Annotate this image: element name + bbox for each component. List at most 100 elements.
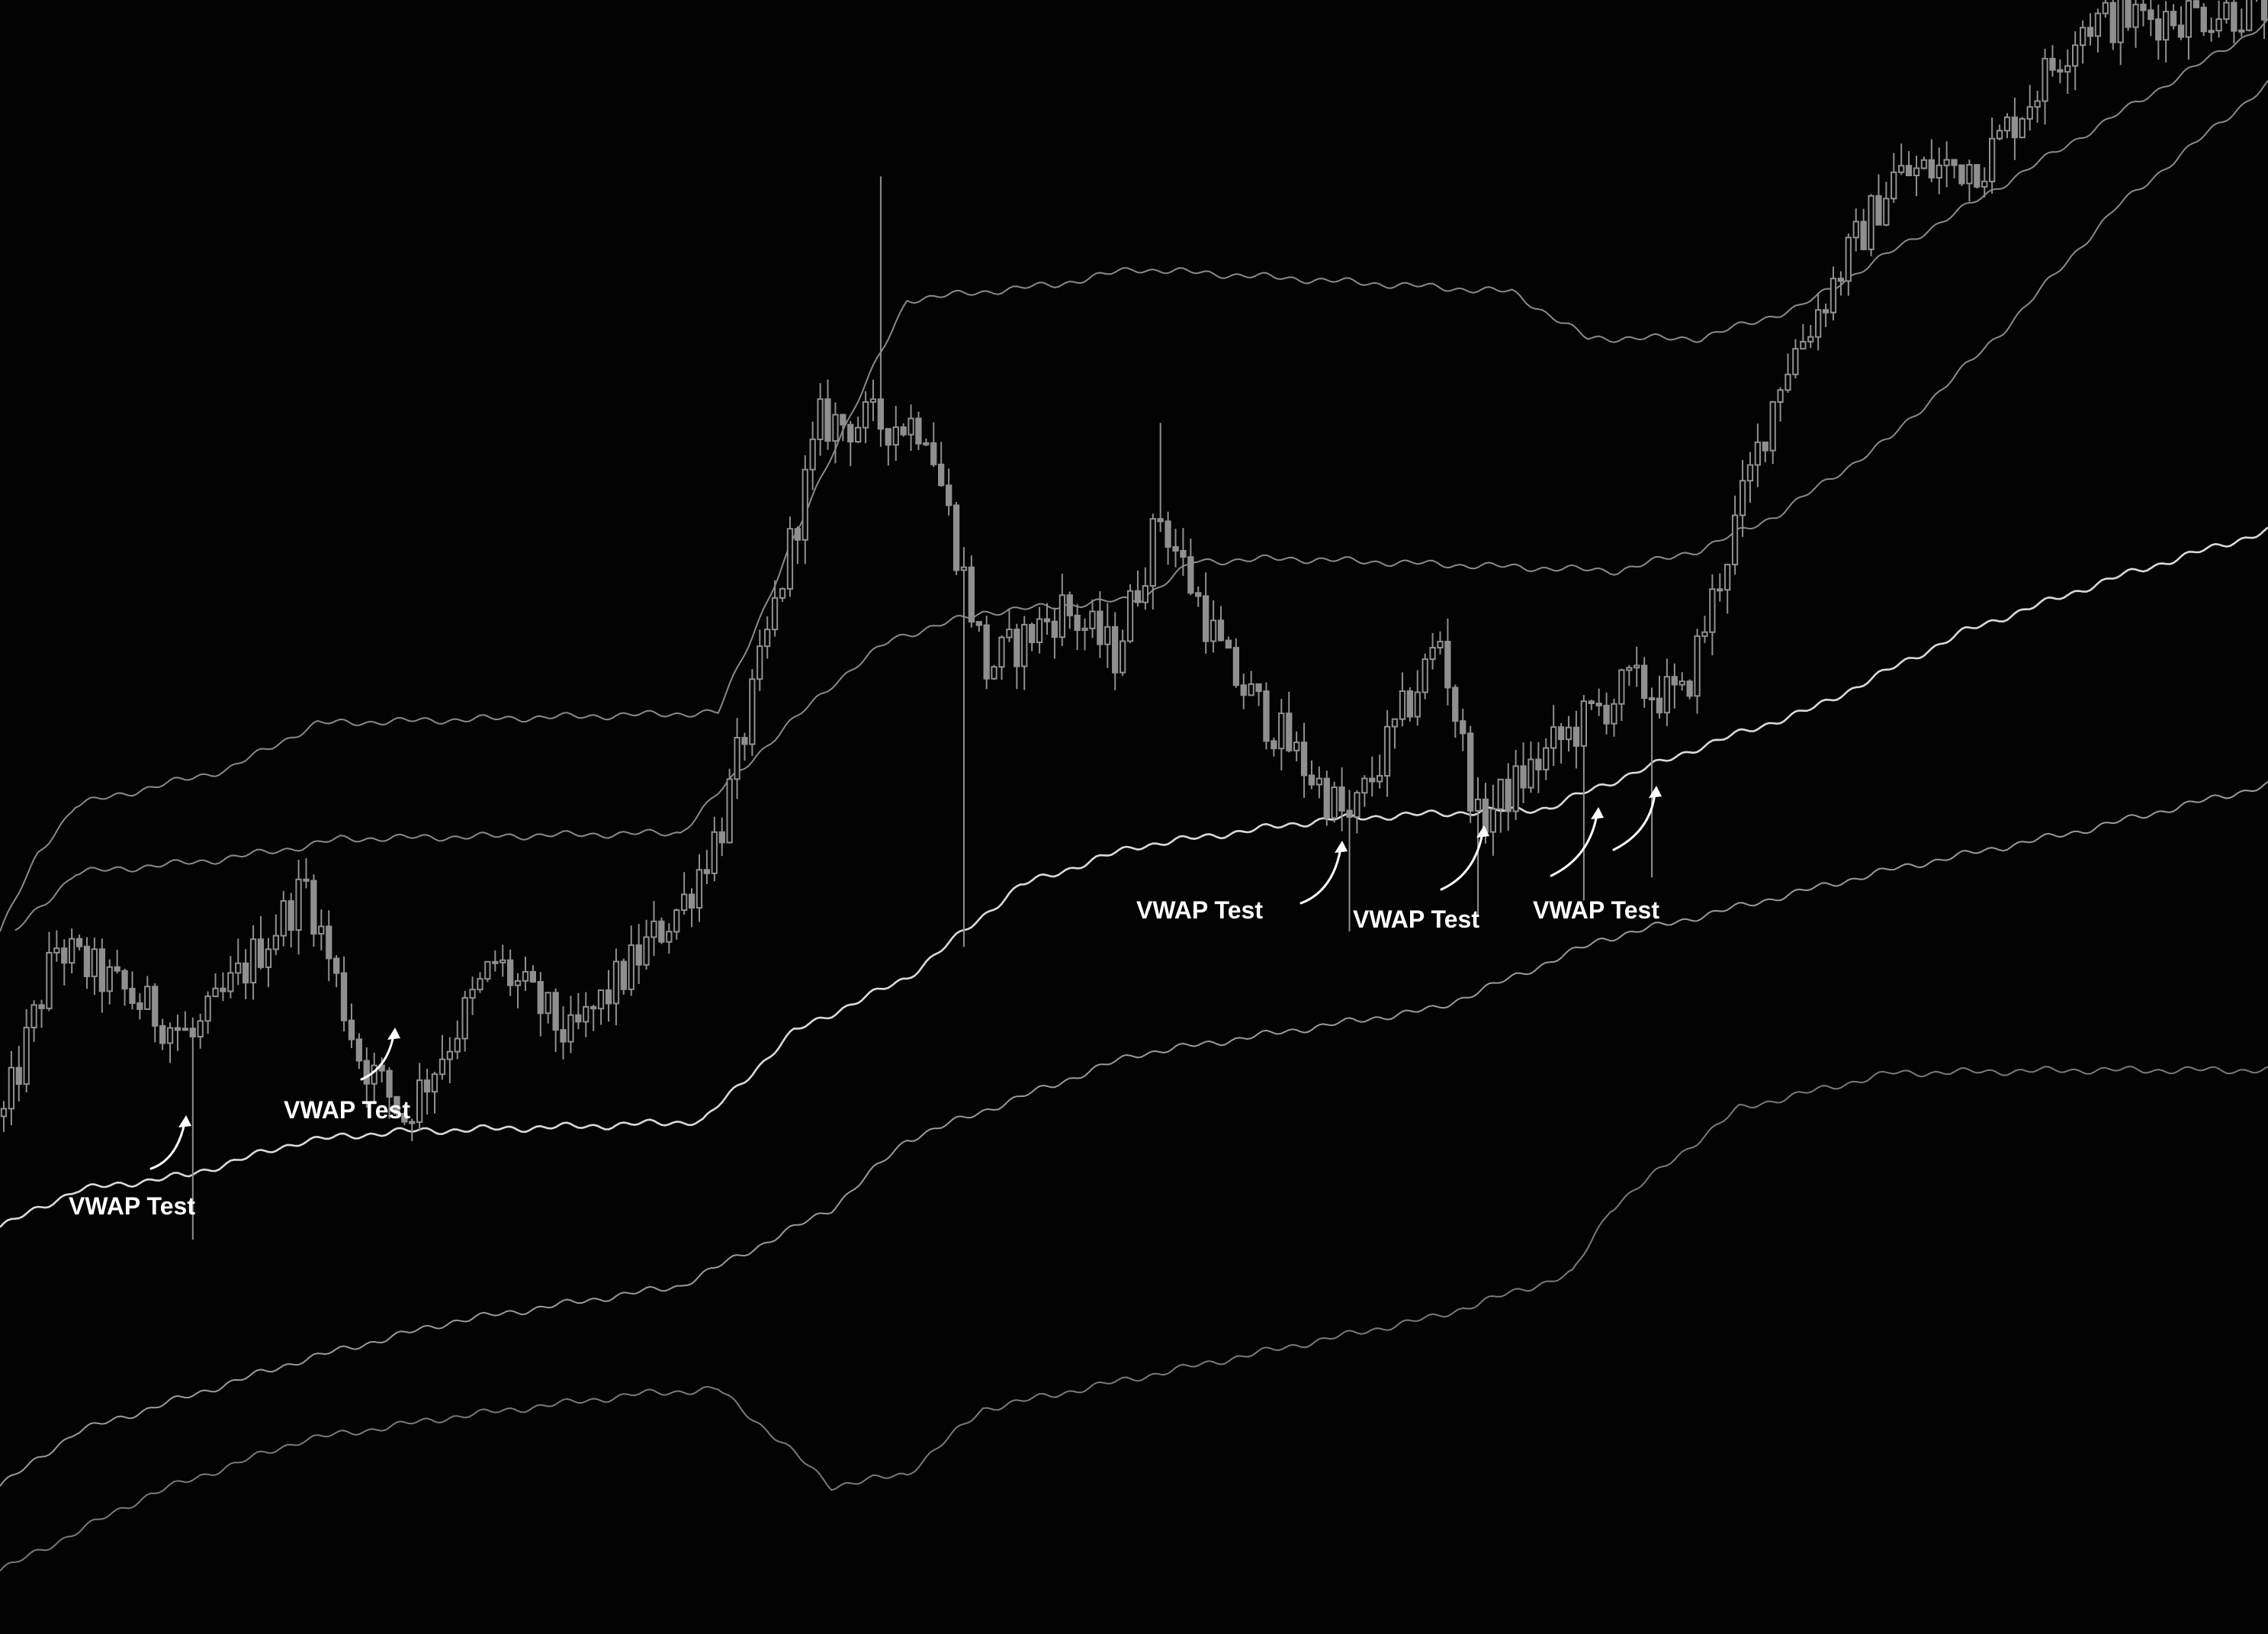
candle: [2185, 0, 2192, 60]
candle: [38, 999, 45, 1028]
candle-body-up: [166, 1027, 174, 1044]
candle: [2049, 45, 2056, 77]
candle-body-up: [908, 417, 914, 436]
candle-body-down: [98, 948, 105, 992]
candle: [1293, 731, 1300, 762]
candle: [1520, 742, 1527, 804]
candle: [1686, 679, 1693, 700]
candle-body-down: [1225, 639, 1232, 649]
annotation-1: VWAP Test: [69, 1115, 195, 1220]
candle: [2117, 0, 2124, 66]
candle: [567, 996, 574, 1053]
candle-body-up: [1898, 165, 1905, 173]
candle: [726, 768, 733, 844]
candle: [711, 816, 718, 882]
candle: [1505, 763, 1511, 831]
candle: [991, 664, 997, 680]
candle: [1905, 151, 1913, 176]
annotation-arrow: [149, 1121, 186, 1170]
candle-body-up: [1663, 676, 1670, 714]
candle: [915, 411, 922, 451]
candle-body-up: [862, 400, 869, 429]
candle-body-down: [129, 988, 136, 1004]
candle: [2109, 0, 2116, 50]
candle-body-down: [1671, 676, 1678, 686]
candle-body-up: [1377, 775, 1383, 783]
candle-body-down: [1641, 664, 1648, 700]
candle-body-down: [1656, 697, 1663, 714]
candle-body-up: [446, 1050, 454, 1060]
candle: [1565, 716, 1573, 752]
candle-body-up: [1550, 726, 1557, 749]
candle-body-down: [2148, 9, 2154, 21]
candle: [877, 176, 884, 447]
candle-body-up: [695, 869, 703, 909]
candle-body-down: [257, 938, 265, 968]
candle-body-down: [1323, 777, 1330, 819]
candle: [1671, 663, 1678, 709]
mid-band-line: [14, 80, 2268, 931]
candle: [2019, 117, 2025, 139]
candle: [249, 925, 257, 1000]
candle-body-up: [182, 1028, 188, 1031]
candle: [401, 1111, 408, 1125]
candle-body-down: [1467, 732, 1474, 812]
candle-body-up: [1089, 610, 1096, 629]
candle-body-down: [1573, 726, 1580, 747]
candle: [1029, 622, 1036, 651]
candle-body-up: [1354, 792, 1360, 818]
candle: [1377, 754, 1383, 789]
candle: [1240, 674, 1247, 709]
candle: [1014, 623, 1020, 690]
candle-body-up: [1920, 159, 1928, 169]
candle-body-up: [1081, 627, 1088, 631]
candle-body-up: [265, 948, 272, 968]
candle: [1837, 271, 1844, 296]
candle-body-up: [1739, 480, 1746, 516]
candle: [1852, 208, 1859, 252]
candle: [2132, 0, 2139, 48]
candle-body-down: [159, 1024, 166, 1044]
candle: [1331, 781, 1338, 823]
candle-body-down: [1837, 278, 1844, 282]
candle: [703, 850, 711, 885]
candle: [1172, 529, 1179, 568]
candle-body-up: [771, 597, 779, 631]
candle-body-down: [355, 1038, 363, 1062]
arrowhead-icon: [387, 1028, 400, 1040]
candle: [2163, 1, 2170, 63]
candle: [1399, 672, 1406, 727]
candle-body-up: [1474, 798, 1482, 812]
candle-body-up: [2026, 106, 2033, 120]
candle: [1422, 653, 1428, 700]
candle: [333, 955, 340, 988]
candle-body-up: [545, 992, 551, 1015]
candle-body-down: [885, 428, 891, 446]
candle: [840, 413, 846, 442]
candle-body-up: [2003, 116, 2011, 132]
candle-body-up: [1006, 629, 1013, 638]
candle-body-down: [1346, 809, 1353, 818]
candle-body-down: [220, 987, 226, 992]
candle: [1346, 790, 1353, 931]
candle: [908, 404, 914, 452]
candle-body-down: [1452, 687, 1459, 722]
candle-body-up: [1845, 236, 1852, 282]
candle-body-down: [1029, 623, 1036, 644]
candle-body-up: [643, 936, 650, 966]
candle-body-down: [1157, 518, 1164, 523]
candle-body-up: [1278, 712, 1285, 750]
candle: [552, 988, 559, 1053]
candle-body-up: [757, 645, 763, 680]
candle-body-down: [303, 878, 310, 882]
candle-body-up: [764, 629, 771, 648]
candle: [605, 970, 612, 1022]
vwap-line: [0, 526, 2268, 1228]
candle: [983, 616, 990, 690]
candle-body-up: [1943, 159, 1950, 166]
candle-body-up: [1792, 348, 1799, 375]
candle: [394, 1095, 400, 1117]
candle: [492, 950, 499, 972]
candle: [1126, 584, 1134, 643]
candle: [1618, 668, 1625, 722]
